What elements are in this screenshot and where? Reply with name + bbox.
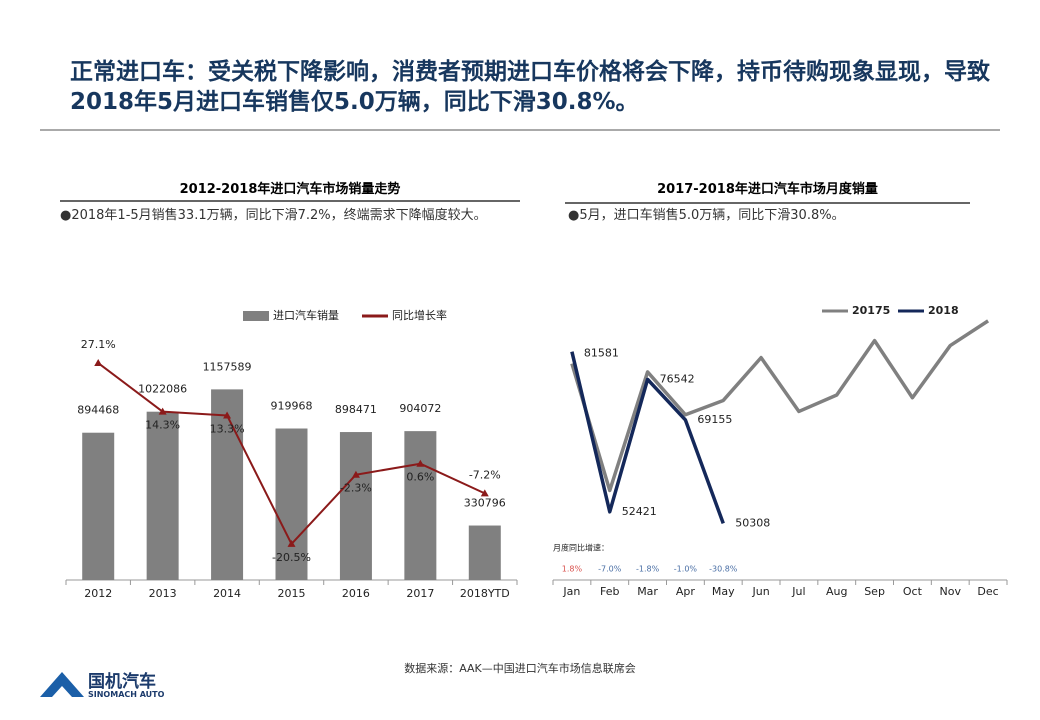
x-tick-label: Nov <box>940 585 962 598</box>
logo-name-en: SINOMACH AUTO <box>88 690 165 699</box>
legend-label: 进口汽车销量 <box>273 308 339 322</box>
growth-title: 月度同比增速： <box>553 543 609 553</box>
x-tick-label: Mar <box>637 585 658 598</box>
data-label: 894468 <box>77 404 119 417</box>
logo-icon <box>40 672 84 697</box>
x-tick-label: Jun <box>751 585 769 598</box>
data-label: 919968 <box>271 400 313 413</box>
x-tick-label: 2013 <box>149 587 177 600</box>
data-label: 27.1% <box>81 338 116 351</box>
x-tick-label: Jan <box>562 585 580 598</box>
growth-label: -1.8% <box>636 565 660 574</box>
slide-title: 正常进口车：受关税下降影响，消费者预期进口车价格将会下降，持币待购现象显现，导致… <box>70 59 990 115</box>
x-tick-label: Dec <box>977 585 998 598</box>
x-tick-label: Oct <box>903 585 923 598</box>
x-tick-label: 2016 <box>342 587 370 600</box>
bar <box>468 525 501 580</box>
bar <box>275 428 308 580</box>
x-tick-label: 2015 <box>278 587 306 600</box>
line-marker <box>94 359 103 367</box>
line-marker <box>351 470 360 478</box>
bar <box>211 389 244 580</box>
data-label: 76542 <box>660 372 695 385</box>
bar <box>146 411 179 580</box>
data-label: -2.3% <box>340 482 372 495</box>
bar <box>339 432 372 580</box>
x-tick-label: Apr <box>676 585 696 598</box>
data-label: 1022086 <box>138 383 187 396</box>
x-tick-label: May <box>712 585 735 598</box>
data-label: -20.5% <box>272 551 311 564</box>
line-marker <box>480 489 489 497</box>
x-tick-label: Feb <box>600 585 619 598</box>
x-tick-label: Sep <box>864 585 885 598</box>
line-marker <box>287 539 296 547</box>
data-label: 69155 <box>697 413 732 426</box>
chart-title: 2017-2018年进口汽车市场月度销量 <box>657 182 878 197</box>
data-label: 0.6% <box>406 471 434 484</box>
line-series <box>570 351 725 525</box>
line-marker <box>416 459 425 467</box>
bar <box>82 432 115 580</box>
x-tick-label: 2017 <box>406 587 434 600</box>
data-label: 50308 <box>735 516 770 529</box>
legend-label: 2018 <box>928 304 959 317</box>
chart-note: ●5月，进口车销售5.0万辆，同比下滑30.8%。 <box>568 208 845 223</box>
data-label: 13.3% <box>210 422 245 435</box>
legend-swatch <box>243 311 269 321</box>
x-tick-label: 2014 <box>213 587 241 600</box>
x-tick-label: Aug <box>826 585 847 598</box>
legend-label: 20175 <box>852 304 890 317</box>
growth-label: -7.0% <box>598 565 622 574</box>
data-label: -7.2% <box>469 468 501 481</box>
data-label: 52421 <box>622 505 657 518</box>
source: 数据来源：AAK—中国进口汽车市场信息联席会 <box>404 662 636 675</box>
legend-label: 同比增长率 <box>392 308 447 322</box>
growth-label: 1.8% <box>562 565 583 574</box>
x-tick-label: Jul <box>791 585 805 598</box>
data-label: 1157589 <box>203 360 252 373</box>
line-marker <box>158 407 167 415</box>
x-tick-label: 2012 <box>84 587 112 600</box>
line-marker <box>223 411 232 419</box>
growth-label: -1.0% <box>674 565 698 574</box>
data-label: 14.3% <box>145 419 180 432</box>
chart-title: 2012-2018年进口汽车市场销量走势 <box>179 182 401 197</box>
data-label: 898471 <box>335 403 377 416</box>
data-label: 330796 <box>464 497 506 510</box>
chart-note: ●2018年1-5月销售33.1万辆，同比下滑7.2%，终端需求下降幅度较大。 <box>60 208 487 223</box>
growth-label: -30.8% <box>709 565 738 574</box>
logo-name: 国机汽车 <box>88 672 156 692</box>
x-tick-label: 2018YTD <box>460 587 510 600</box>
data-label: 81581 <box>584 347 619 360</box>
data-label: 904072 <box>399 402 441 415</box>
line-series <box>570 319 990 493</box>
bar <box>404 431 437 580</box>
